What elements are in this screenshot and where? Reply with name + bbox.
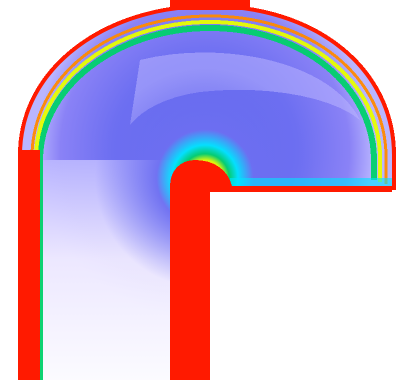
rim-orange (30, 14, 388, 380)
rim-green (37, 24, 377, 380)
rim-yellow (34, 19, 382, 380)
outlet-edge-band (230, 178, 392, 186)
top-wall-cap (170, 0, 250, 10)
left-wall-overlay (22, 150, 40, 380)
center-divider-overlay (170, 160, 392, 380)
